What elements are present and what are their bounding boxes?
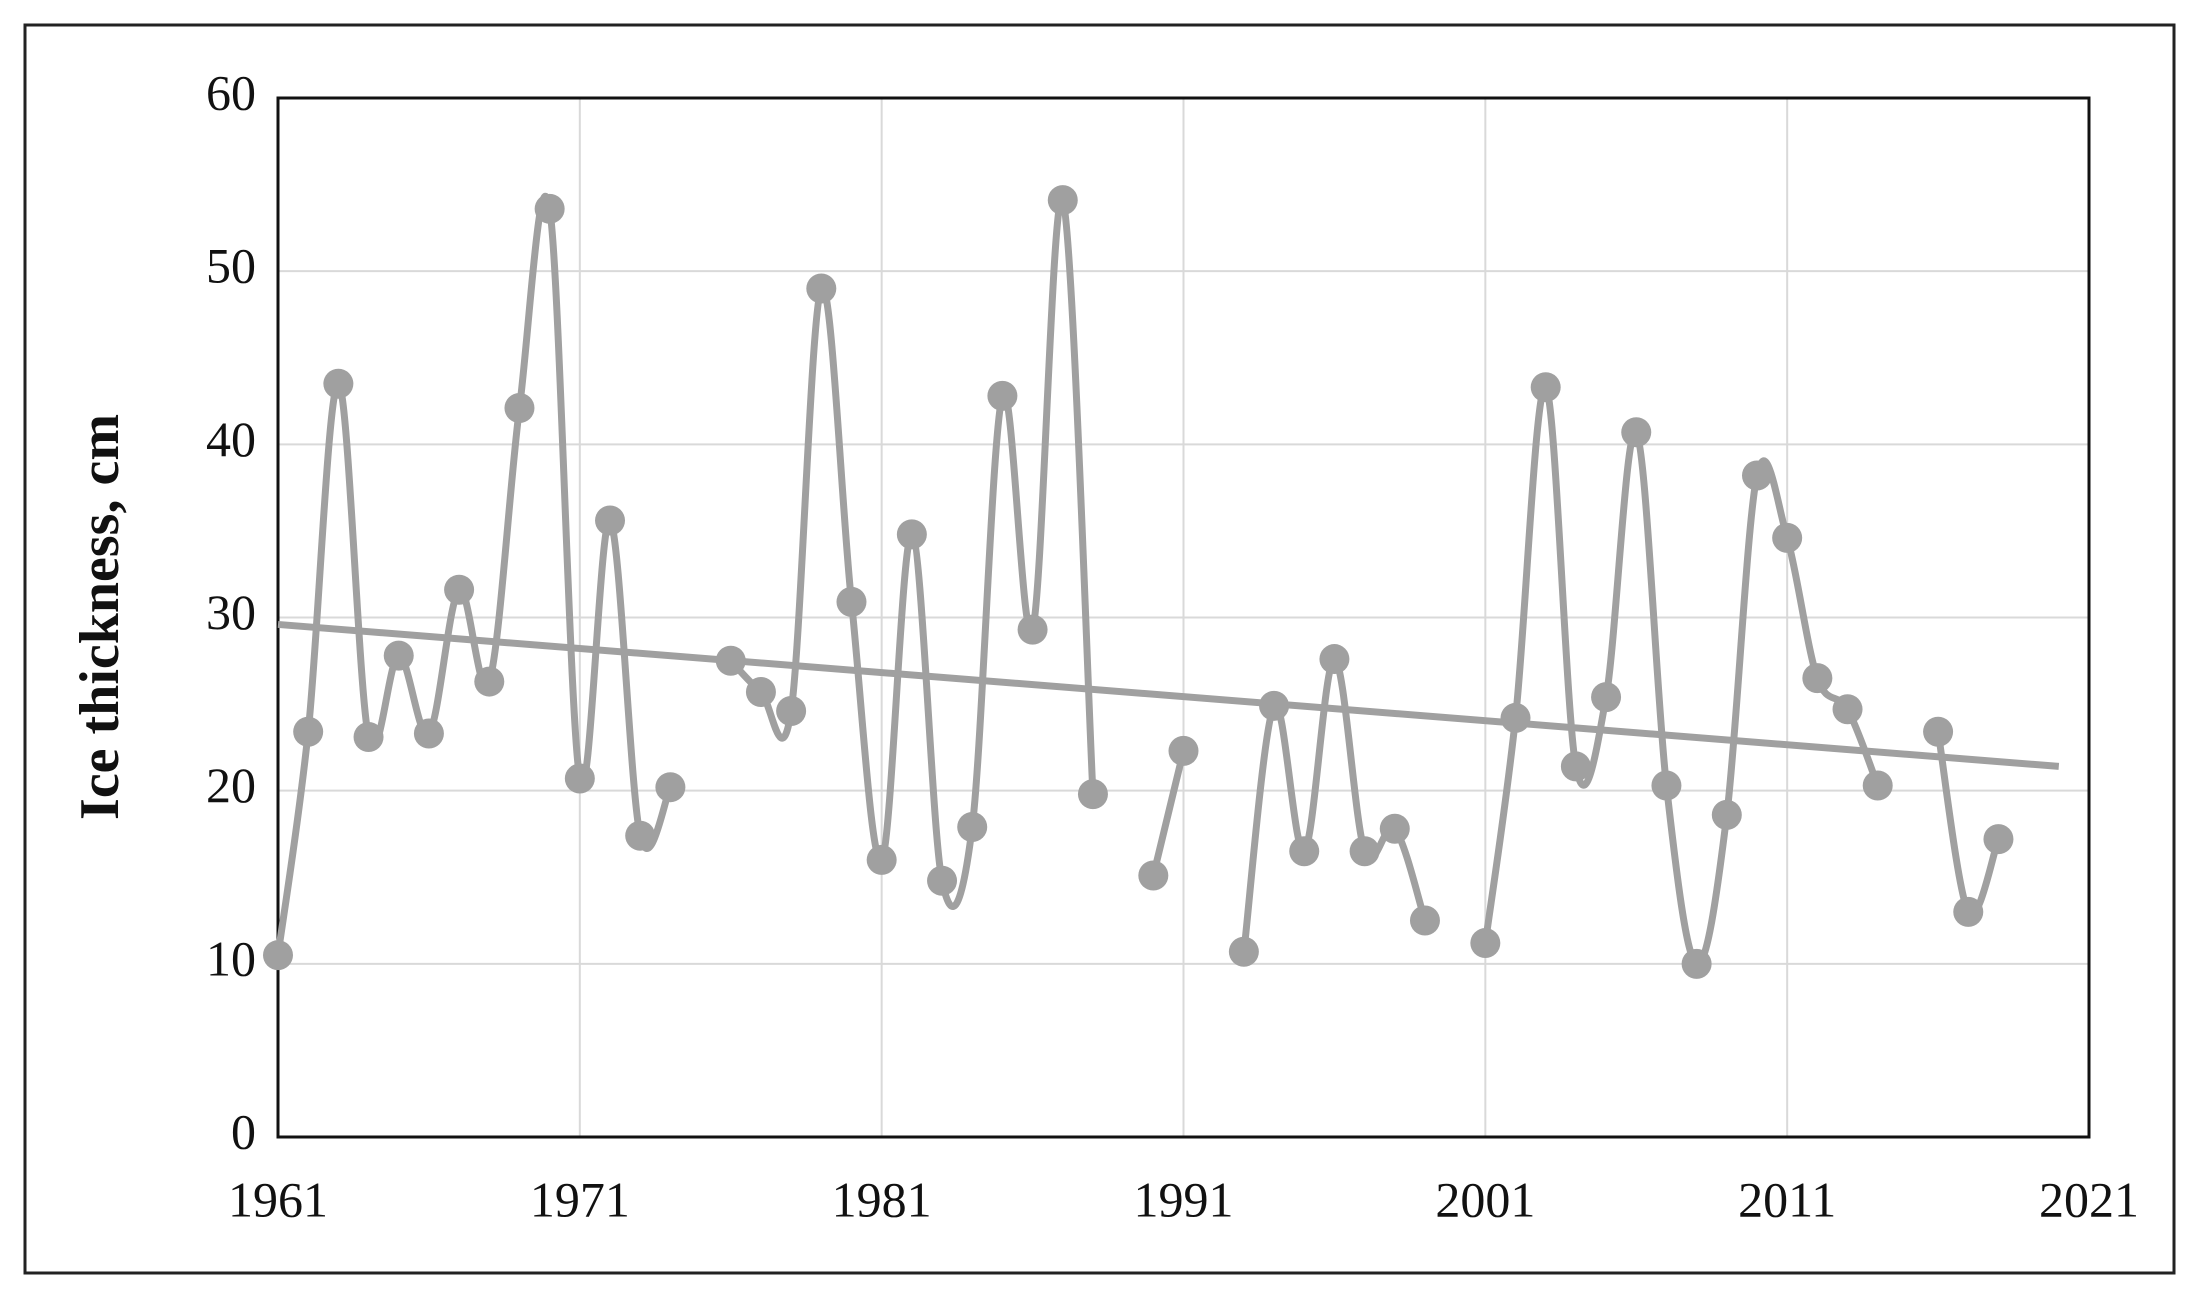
marker — [1379, 813, 1410, 844]
marker — [1983, 824, 2014, 855]
marker — [1560, 751, 1591, 782]
marker — [353, 721, 384, 752]
frame — [23, 23, 2176, 1275]
marker — [1591, 682, 1622, 713]
marker — [776, 696, 807, 727]
marker — [987, 380, 1018, 411]
marker — [1168, 735, 1199, 766]
x-tick-label: 1981 — [832, 1171, 932, 1227]
x-tick-label: 1971 — [530, 1171, 630, 1227]
marker — [534, 193, 565, 224]
plot-border — [276, 96, 2091, 1139]
x-tick-label: 1991 — [1134, 1171, 1234, 1227]
marker — [1711, 799, 1742, 830]
marker — [1621, 417, 1652, 448]
y-tick-label: 40 — [206, 411, 256, 467]
y-tick-label: 60 — [206, 64, 256, 120]
marker — [444, 574, 475, 605]
marker — [927, 865, 958, 896]
marker — [504, 392, 535, 423]
marker — [1651, 770, 1682, 801]
marker — [1470, 928, 1501, 959]
marker — [1923, 716, 1954, 747]
marker — [1802, 663, 1833, 694]
x-tick-label: 2011 — [1738, 1171, 1836, 1227]
marker — [625, 820, 656, 851]
y-axis-label: Ice thickness, cm — [69, 414, 131, 820]
marker — [1862, 770, 1893, 801]
marker — [957, 812, 988, 843]
marker — [1500, 702, 1531, 733]
marker — [595, 505, 626, 536]
y-tick-label: 20 — [206, 757, 256, 813]
marker — [836, 586, 867, 617]
marker — [1319, 644, 1350, 675]
marker — [1349, 836, 1380, 867]
marker — [1259, 690, 1290, 721]
marker — [293, 716, 324, 747]
marker — [564, 763, 595, 794]
trend-line — [277, 620, 2060, 770]
marker — [745, 676, 776, 707]
marker — [413, 718, 444, 749]
marker — [715, 645, 746, 676]
marker — [1953, 896, 1984, 927]
marker — [1832, 694, 1863, 725]
x-tick-label: 1961 — [228, 1171, 328, 1227]
marker — [1047, 185, 1078, 216]
x-tick-label: 2021 — [2039, 1171, 2139, 1227]
marker — [1772, 522, 1803, 553]
marker — [1228, 936, 1259, 967]
marker — [1289, 836, 1320, 867]
marker — [474, 666, 505, 697]
y-tick-label: 10 — [206, 930, 256, 986]
marker — [263, 940, 293, 971]
y-tick-label: 50 — [206, 238, 256, 294]
marker — [1741, 460, 1772, 491]
marker — [323, 368, 354, 399]
marker — [655, 772, 686, 803]
marker — [383, 640, 414, 671]
y-tick-label: 0 — [231, 1103, 256, 1159]
marker — [866, 844, 897, 875]
marker — [806, 273, 837, 304]
marker — [1530, 372, 1561, 403]
marker — [1681, 948, 1712, 979]
marker — [1077, 779, 1108, 810]
x-tick-label: 2001 — [1435, 1171, 1535, 1227]
marker — [1138, 860, 1169, 891]
y-tick-label: 30 — [206, 584, 256, 640]
marker — [1017, 614, 1048, 645]
marker — [1409, 905, 1440, 936]
marker — [896, 519, 927, 550]
